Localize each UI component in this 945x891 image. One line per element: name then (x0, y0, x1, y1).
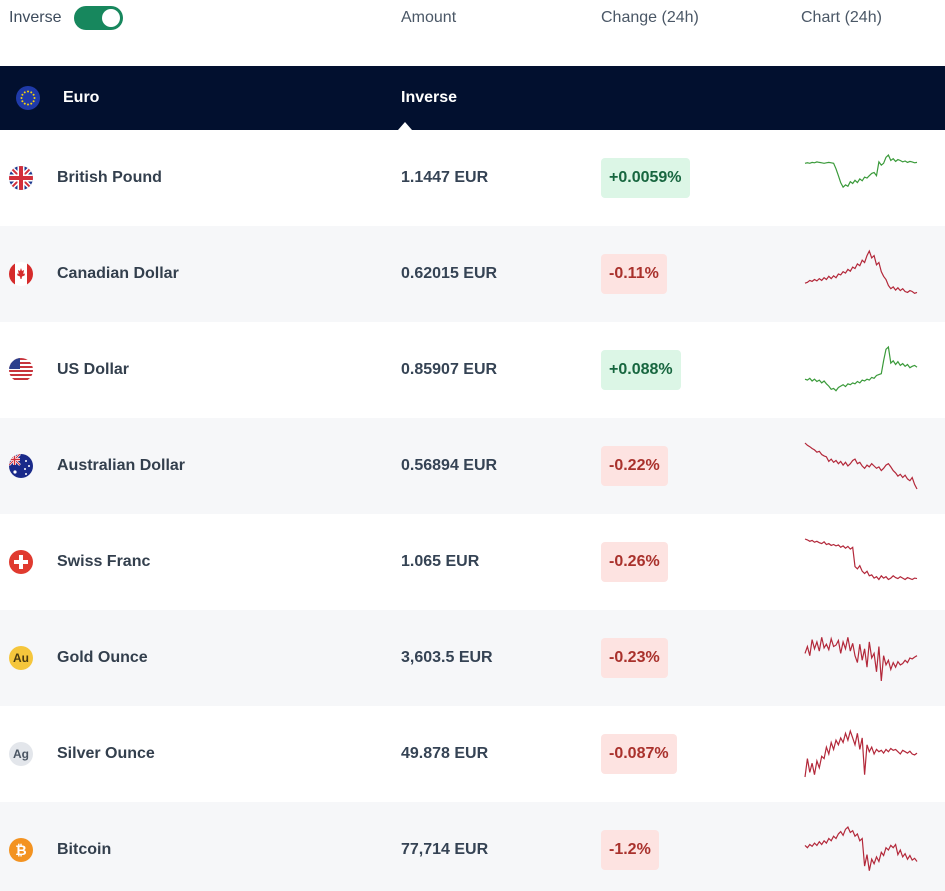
currency-name: British Pound (57, 169, 162, 186)
sparkline-chart (804, 538, 918, 581)
sort-caret-icon (398, 122, 412, 130)
gold-au-icon: Au (9, 646, 33, 670)
table-row[interactable]: Australian Dollar 0.56894 EUR -0.22% (0, 418, 945, 514)
currency-name: Swiss Franc (57, 553, 151, 570)
currency-name: Bitcoin (57, 841, 112, 858)
currency-name: Australian Dollar (57, 457, 186, 474)
sparkline-chart (804, 825, 918, 871)
inverse-label: Inverse (9, 9, 62, 26)
inverse-toggle[interactable] (74, 6, 123, 30)
amount-value: 1.065 EUR (401, 553, 480, 570)
canada-flag-icon (9, 262, 33, 286)
australia-flag-icon (9, 454, 33, 478)
column-header-change[interactable]: Change (24h) (601, 9, 699, 26)
silver-ag-icon: Ag (9, 742, 33, 766)
swiss-flag-icon (9, 550, 33, 574)
sparkline-chart (804, 442, 918, 490)
currency-name: Silver Ounce (57, 745, 155, 762)
table-row[interactable]: US Dollar 0.85907 EUR +0.088% (0, 322, 945, 418)
table-row[interactable]: British Pound 1.1447 EUR +0.0059% (0, 130, 945, 226)
table-row[interactable]: Swiss Franc 1.065 EUR -0.26% (0, 514, 945, 610)
change-badge: -1.2% (601, 830, 659, 870)
amount-value: 0.56894 EUR (401, 457, 498, 474)
amount-value: 49.878 EUR (401, 745, 489, 762)
sparkline-chart (804, 345, 918, 392)
change-badge: -0.26% (601, 542, 668, 582)
change-badge: -0.087% (601, 734, 677, 774)
us-flag-icon (9, 358, 33, 382)
table-row[interactable]: Au Gold Ounce 3,603.5 EUR -0.23% (0, 610, 945, 706)
currency-name: Canadian Dollar (57, 265, 179, 282)
sparkline-chart (804, 636, 918, 682)
amount-value: 77,714 EUR (401, 841, 489, 858)
currency-table: British Pound 1.1447 EUR +0.0059% Canadi… (0, 130, 945, 891)
change-badge: -0.22% (601, 446, 668, 486)
amount-value: 0.62015 EUR (401, 265, 498, 282)
change-badge: -0.23% (601, 638, 668, 678)
sparkline-chart (804, 249, 918, 294)
base-mode-label: Inverse (401, 89, 458, 106)
sparkline-chart (804, 728, 918, 778)
currency-name: US Dollar (57, 361, 130, 378)
eu-flag-icon (16, 86, 40, 110)
amount-value: 3,603.5 EUR (401, 649, 493, 666)
svg-text:₿: ₿ (15, 843, 26, 859)
table-row[interactable]: ₿ Bitcoin 77,714 EUR -1.2% (0, 802, 945, 891)
toggle-knob (102, 9, 120, 27)
amount-value: 1.1447 EUR (401, 169, 489, 186)
column-header-chart: Chart (24h) (801, 9, 882, 26)
column-header-amount[interactable]: Amount (401, 9, 457, 26)
uk-flag-icon (9, 166, 33, 190)
bitcoin-icon: ₿ (9, 838, 33, 862)
change-badge: +0.088% (601, 350, 681, 390)
sparkline-chart (804, 153, 918, 189)
base-currency-name: Euro (63, 89, 100, 106)
change-badge: -0.11% (601, 254, 667, 294)
base-currency-row[interactable]: Euro Inverse (0, 66, 945, 130)
amount-value: 0.85907 EUR (401, 361, 498, 378)
table-row[interactable]: Ag Silver Ounce 49.878 EUR -0.087% (0, 706, 945, 802)
toolbar: Inverse Amount Change (24h) Chart (24h) (0, 0, 945, 66)
table-row[interactable]: Canadian Dollar 0.62015 EUR -0.11% (0, 226, 945, 322)
change-badge: +0.0059% (601, 158, 690, 198)
currency-name: Gold Ounce (57, 649, 148, 666)
